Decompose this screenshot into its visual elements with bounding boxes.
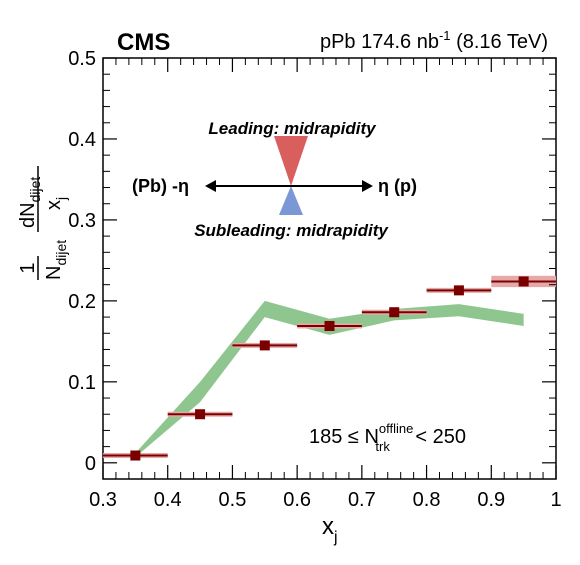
data-point bbox=[361, 307, 427, 318]
svg-text:1: 1 bbox=[17, 262, 39, 273]
data-points bbox=[103, 275, 556, 461]
svg-text:dNdijet: dNdijet bbox=[17, 177, 43, 228]
point-marker bbox=[453, 285, 464, 296]
x-axis-label: xj bbox=[322, 513, 338, 546]
data-point bbox=[167, 409, 233, 420]
data-point bbox=[491, 275, 556, 288]
arrow-left-icon bbox=[205, 180, 216, 192]
axis-ticks: 0.3 0.4 0.5 0.6 0.7 0.8 0.9 1 0 0.1 0.2 0.3 0.4 0.5 bbox=[68, 48, 561, 511]
y-axis-label: 1 Ndijet dNdijet xj bbox=[17, 166, 69, 280]
data-point bbox=[426, 285, 492, 296]
dataset-label: pPb 174.6 nb-1 (8.16 TeV) bbox=[320, 28, 548, 53]
model-band-area bbox=[135, 300, 524, 458]
x-tick-label: 0.3 bbox=[89, 489, 117, 511]
experiment-label: CMS bbox=[117, 29, 170, 56]
point-marker bbox=[130, 450, 141, 461]
x-tick-label: 0.5 bbox=[219, 489, 247, 511]
x-tick-label: 0.9 bbox=[477, 489, 505, 511]
data-point bbox=[103, 450, 168, 461]
eta-left-label: (Pb) -η bbox=[132, 176, 189, 196]
svg-text:Ndijet: Ndijet bbox=[43, 240, 69, 280]
x-tick-label: 0.4 bbox=[154, 489, 182, 511]
point-marker bbox=[259, 340, 270, 351]
model-band bbox=[135, 300, 524, 458]
subleading-annotation: Subleading: midrapidity bbox=[194, 221, 389, 240]
arrow-right-icon bbox=[362, 180, 373, 192]
y-tick-label: 0.3 bbox=[68, 210, 96, 232]
x-tick-label: 1 bbox=[550, 489, 561, 511]
y-tick-label: 0 bbox=[85, 453, 96, 475]
selection-label: 185 ≤ Noffline trk < 250 bbox=[309, 421, 466, 454]
y-tick-label: 0.1 bbox=[68, 372, 96, 394]
x-tick-label: 0.6 bbox=[283, 489, 311, 511]
leading-cone-icon bbox=[274, 136, 308, 186]
point-marker bbox=[195, 409, 206, 420]
eta-right-label: η (p) bbox=[378, 176, 417, 196]
y-tick-label: 0.4 bbox=[68, 129, 96, 151]
point-marker bbox=[324, 320, 335, 331]
y-tick-label: 0.5 bbox=[68, 48, 96, 70]
x-tick-label: 0.8 bbox=[413, 489, 441, 511]
subleading-cone-icon bbox=[279, 186, 303, 215]
point-marker bbox=[389, 307, 400, 318]
point-marker bbox=[518, 276, 529, 287]
y-tick-label: 0.2 bbox=[68, 291, 96, 313]
data-point bbox=[232, 340, 298, 351]
svg-text:xj: xj bbox=[43, 197, 69, 210]
x-tick-label: 0.7 bbox=[348, 489, 376, 511]
leading-annotation: Leading: midrapidity bbox=[208, 119, 377, 138]
data-point bbox=[297, 320, 362, 331]
